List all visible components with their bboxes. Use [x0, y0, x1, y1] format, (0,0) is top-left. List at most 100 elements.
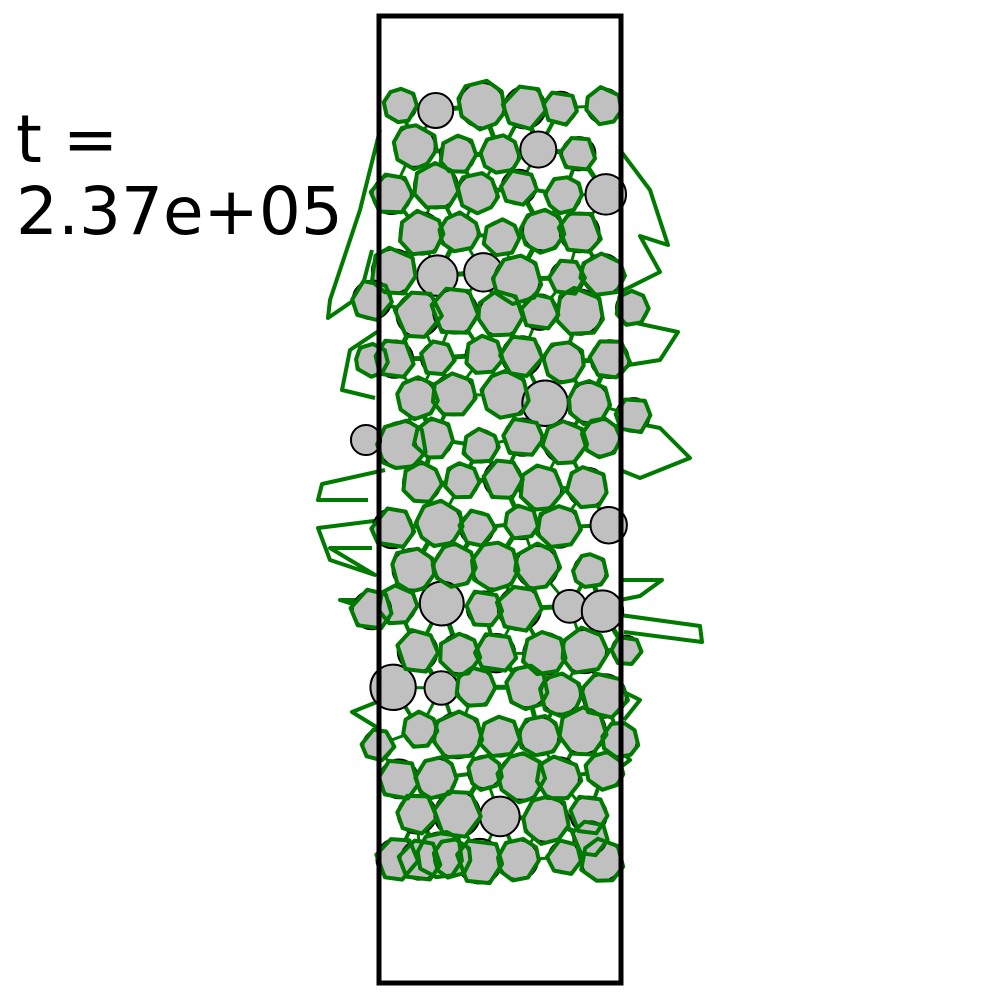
- particle: [589, 506, 628, 545]
- contact-cell: [535, 504, 583, 549]
- particle: [584, 173, 628, 216]
- contact-cell: [479, 368, 531, 420]
- contact-cell: [496, 836, 541, 883]
- contact-cell: [398, 208, 446, 257]
- trajectory-loop: [340, 328, 382, 400]
- contact-cell: [413, 498, 465, 548]
- contact-cell: [455, 171, 501, 216]
- contact-cell: [369, 245, 418, 296]
- granular-particles: [348, 78, 653, 886]
- contact-cell-outlines: [348, 78, 653, 886]
- contact-cell: [570, 819, 610, 858]
- contact-cell: [521, 794, 571, 846]
- contact-cell: [395, 375, 440, 422]
- contact-cell: [579, 836, 626, 883]
- contact-cell: [554, 285, 605, 336]
- contact-cell: [464, 589, 505, 628]
- contact-cell: [381, 86, 419, 125]
- contact-cell: [481, 217, 522, 258]
- contact-cell: [517, 714, 563, 758]
- contact-cell: [614, 288, 651, 327]
- contact-cell: [541, 90, 579, 127]
- trajectory-loop: [619, 613, 704, 644]
- contact-cell: [432, 789, 483, 839]
- contact-cell: [438, 133, 479, 174]
- particle: [369, 663, 417, 712]
- contact-cell: [464, 333, 505, 375]
- contact-cell: [568, 794, 610, 836]
- contact-cell: [374, 837, 420, 882]
- contact-cell: [412, 161, 461, 210]
- contact-cell: [513, 541, 563, 591]
- contact-cell: [368, 172, 415, 215]
- contact-cell: [503, 503, 540, 541]
- contact-cell: [518, 463, 566, 512]
- particle: [580, 589, 625, 633]
- contact-cell: [494, 584, 544, 633]
- trajectory-loop: [618, 148, 670, 294]
- contact-cell: [520, 630, 568, 677]
- contact-cell: [558, 136, 598, 172]
- contact-cell: [443, 461, 482, 500]
- contact-cell: [395, 793, 439, 836]
- contact-cell: [470, 540, 521, 593]
- contact-cell: [476, 289, 525, 338]
- contact-cell: [518, 207, 567, 255]
- contact-cell: [500, 84, 548, 131]
- trajectory-loop: [316, 468, 386, 502]
- contact-cell: [477, 714, 523, 759]
- contact-cell: [546, 258, 587, 296]
- contact-cell: [504, 663, 550, 712]
- contact-cell: [429, 286, 481, 335]
- contact-cell: [579, 416, 623, 460]
- contact-cell: [391, 123, 439, 172]
- particle: [519, 130, 558, 169]
- contact-cell: [430, 541, 478, 589]
- contact-cell: [600, 720, 641, 760]
- contact-cell: [431, 837, 473, 880]
- contact-cell: [373, 338, 416, 379]
- contact-cell: [456, 78, 507, 132]
- particle: [417, 91, 455, 129]
- contact-cell: [519, 292, 561, 331]
- particle: [479, 795, 521, 838]
- particle: [552, 588, 588, 624]
- contact-cell: [557, 705, 609, 757]
- contact-cell: [609, 634, 644, 666]
- contact-cell: [395, 628, 440, 674]
- trajectory-loop: [350, 698, 383, 730]
- contact-cell: [390, 546, 437, 594]
- contact-cell: [535, 754, 584, 801]
- contact-cell: [473, 632, 519, 673]
- contact-cell: [613, 397, 653, 435]
- contact-cell: [431, 709, 485, 760]
- contact-cell: [369, 506, 417, 549]
- time-readout: t = 2.37e+05: [16, 104, 343, 248]
- contact-cell: [571, 552, 609, 589]
- contact-cell: [466, 753, 504, 792]
- contact-cell: [543, 175, 584, 216]
- contact-cell: [495, 751, 548, 805]
- contact-cell: [499, 168, 539, 207]
- time-value: 2.37e+05: [16, 173, 343, 250]
- contact-cell: [478, 133, 522, 175]
- trajectory-loop: [316, 518, 383, 577]
- contact-cell: [501, 416, 546, 457]
- container-box: [376, 13, 624, 986]
- contact-cell: [401, 460, 445, 504]
- contact-cell: [455, 838, 505, 886]
- contact-cell: [556, 211, 603, 254]
- time-prefix: t =: [16, 101, 119, 178]
- contact-cell: [540, 419, 590, 466]
- contact-cell: [359, 727, 397, 763]
- contact-cell: [481, 458, 525, 500]
- contact-cell: [541, 340, 586, 385]
- contact-cell: [392, 290, 444, 339]
- contact-cell: [454, 665, 498, 708]
- contact-cell: [419, 339, 457, 377]
- trajectory-loop: [619, 578, 664, 602]
- trajectory-loop: [621, 318, 680, 368]
- contact-cell: [411, 416, 456, 460]
- contact-cell: [396, 838, 443, 882]
- contact-cell: [578, 251, 627, 297]
